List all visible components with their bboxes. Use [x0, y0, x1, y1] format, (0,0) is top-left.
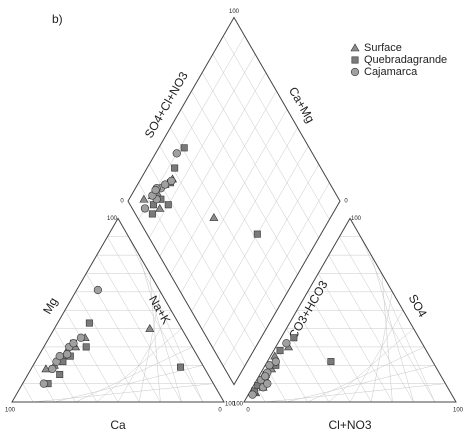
- grid-line: [107, 236, 204, 403]
- tick-label: 100: [107, 216, 118, 222]
- grid-line: [275, 346, 308, 403]
- tick-label: 100: [229, 9, 240, 15]
- diamond-point: [164, 201, 172, 209]
- cation-point: [145, 323, 155, 332]
- cation-point: [93, 285, 102, 295]
- grid-line: [212, 54, 320, 238]
- diamond-point: [167, 176, 176, 185]
- grid-line: [296, 310, 351, 403]
- legend-marker: [351, 56, 359, 64]
- axis-title: Ca: [110, 418, 126, 432]
- diamond-point: [139, 194, 149, 203]
- cation-point: [55, 352, 64, 361]
- grid-line: [117, 310, 172, 403]
- grid-line: [212, 164, 320, 349]
- cation-point: [85, 319, 93, 327]
- anion-point: [327, 358, 335, 366]
- grid-line: [223, 182, 330, 367]
- axis-title: SO4: [406, 292, 430, 320]
- cation-triangle: [11, 217, 225, 403]
- anion-point: [263, 379, 272, 388]
- axis-title: Mg: [40, 295, 60, 316]
- tick-label: 0: [120, 199, 124, 205]
- grid-line: [381, 273, 393, 403]
- diamond-point: [253, 230, 261, 238]
- diamond-point: [155, 203, 165, 212]
- diamond-point: [180, 144, 188, 152]
- axis-title: Cl+NO3: [328, 418, 371, 432]
- diamond-point: [171, 164, 179, 172]
- tick-label: 100: [233, 402, 244, 408]
- grid-line: [223, 35, 330, 220]
- grid-line: [191, 127, 298, 312]
- cation-point: [63, 350, 72, 359]
- tick-label: 100: [351, 216, 362, 222]
- grid-line: [201, 72, 309, 257]
- anion-point: [290, 334, 298, 342]
- diamond-point: [148, 210, 156, 218]
- cation-point: [56, 370, 64, 378]
- tick-label: 0: [344, 199, 348, 205]
- grid-line: [75, 291, 140, 403]
- legend-label: Surface: [364, 42, 402, 54]
- grid-line: [307, 291, 372, 403]
- diamond: [127, 16, 341, 386]
- grid-line: [180, 109, 288, 294]
- anion-point: [265, 361, 274, 370]
- grid-line: [85, 273, 161, 403]
- legend-label: Cajamarca: [364, 66, 418, 78]
- grid-line: [128, 236, 204, 403]
- grid-line: [64, 310, 119, 403]
- diamond-point: [172, 149, 181, 158]
- cation-point: [82, 343, 90, 351]
- tick-label: 100: [453, 408, 464, 414]
- tick-label: 0: [218, 408, 222, 414]
- grid-line: [349, 310, 404, 403]
- diamond-point: [209, 213, 219, 221]
- legend-label: Quebradagrande: [364, 54, 447, 66]
- cation-point: [177, 363, 185, 371]
- axis-title: Ca+Mg: [286, 84, 318, 125]
- chart-title: b): [52, 12, 63, 26]
- legend-marker: [350, 67, 360, 77]
- cation-point: [41, 364, 51, 373]
- grid-line: [54, 328, 98, 403]
- grid-line: [317, 273, 393, 403]
- cation-point: [76, 333, 85, 342]
- grid-line: [328, 254, 414, 403]
- anion-triangle: [243, 217, 457, 403]
- diamond-point: [140, 204, 150, 213]
- anion-point: [271, 357, 280, 366]
- grid-line: [201, 145, 309, 330]
- axis-title: Na+K: [146, 293, 173, 326]
- anion-point: [261, 372, 270, 381]
- anion-point: [282, 339, 291, 348]
- cation-point: [48, 364, 57, 374]
- tick-label: 0: [246, 408, 250, 414]
- grid-line: [360, 236, 436, 403]
- axis-title: CO3+HCO3: [286, 278, 331, 342]
- cation-point: [39, 379, 48, 388]
- grid-line: [149, 273, 161, 403]
- legend-marker: [350, 43, 360, 52]
- anion-point: [276, 347, 284, 355]
- anion-point: [248, 390, 257, 399]
- grid-line: [96, 254, 182, 403]
- diamond-point: [151, 185, 160, 195]
- cation-point: [69, 339, 78, 348]
- grid-line: [191, 90, 298, 275]
- tick-label: 100: [5, 408, 16, 414]
- grid-line: [22, 383, 34, 403]
- tick-label: 100: [225, 402, 236, 408]
- grid-line: [339, 236, 436, 403]
- diamond-point: [161, 180, 170, 189]
